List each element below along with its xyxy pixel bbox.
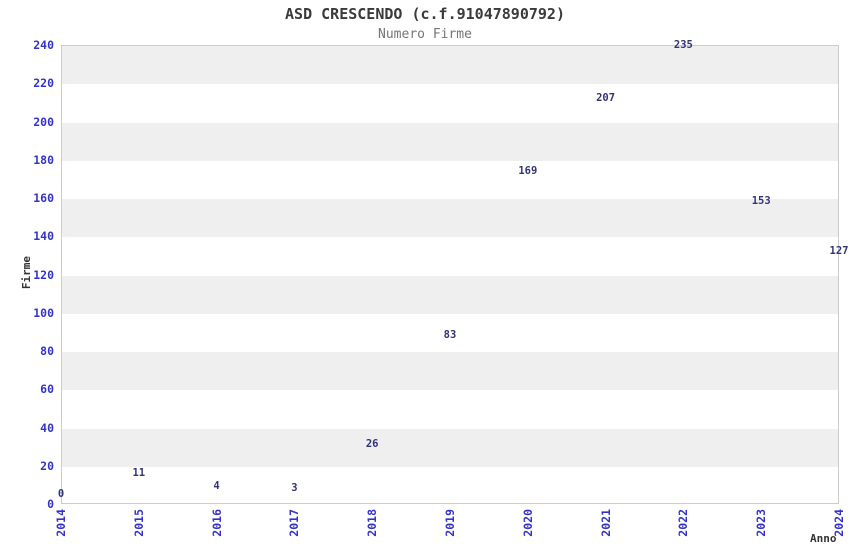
x-tick-label: 2023	[754, 509, 769, 537]
x-tick-label: 2017	[287, 509, 302, 537]
y-tick-label: 120	[33, 267, 54, 282]
grid-band	[62, 46, 838, 85]
x-tick-label: 2022	[676, 509, 691, 537]
data-point-label: 26	[365, 438, 379, 451]
data-point-label: 4	[213, 480, 220, 493]
grid-band	[62, 390, 838, 429]
y-tick-label: 20	[40, 458, 54, 473]
x-tick-label: 2018	[365, 509, 380, 537]
x-tick-label: 2015	[131, 509, 146, 537]
y-tick-label: 220	[33, 76, 54, 91]
chart-title: ASD CRESCENDO (c.f.91047890792)	[285, 5, 565, 23]
data-point-label: 153	[751, 195, 771, 208]
chart-subtitle: Numero Firme	[378, 27, 472, 42]
x-tick-label: 2014	[54, 509, 68, 537]
x-tick-label: 2020	[520, 509, 535, 537]
grid-band	[62, 160, 838, 199]
x-tick-label: 2024	[832, 509, 846, 537]
grid-band	[62, 313, 838, 352]
data-point-label: 235	[673, 38, 693, 51]
grid-band	[62, 352, 838, 391]
data-point-label: 207	[596, 92, 616, 105]
x-axis-label: Anno	[810, 532, 837, 545]
x-tick-label: 2016	[209, 509, 224, 537]
data-point-label: 11	[132, 466, 146, 479]
data-point-label: 0	[57, 488, 65, 500]
data-point-label: 83	[443, 329, 457, 342]
grid-band	[62, 84, 838, 123]
grid-band	[62, 275, 838, 314]
data-point-label: 127	[829, 245, 849, 258]
y-tick-label: 140	[33, 229, 54, 244]
y-tick-label: 40	[40, 420, 54, 435]
y-tick-label: 160	[33, 191, 54, 205]
plot-area	[61, 45, 839, 504]
y-tick-label: 80	[40, 344, 54, 358]
grid-band	[62, 122, 838, 161]
data-point-label: 3	[291, 482, 298, 495]
y-tick-label: 0	[47, 497, 54, 511]
x-tick-label: 2019	[443, 509, 457, 537]
y-tick-label: 100	[33, 305, 54, 320]
grid-band	[62, 428, 838, 467]
y-tick-label: 200	[33, 114, 54, 129]
data-point-label: 169	[518, 164, 538, 177]
y-tick-label: 60	[40, 382, 54, 397]
y-tick-label: 240	[33, 38, 54, 52]
grid-band	[62, 466, 838, 503]
x-tick-label: 2021	[598, 509, 613, 537]
grid-band	[62, 199, 838, 238]
y-tick-label: 180	[33, 152, 54, 167]
grid-band	[62, 237, 838, 276]
